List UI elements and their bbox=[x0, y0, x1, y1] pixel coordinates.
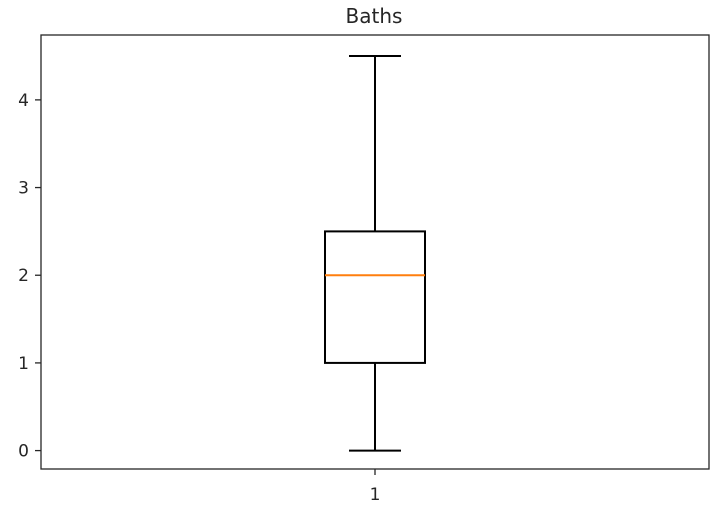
y-tick-label: 0 bbox=[18, 442, 29, 462]
x-tick-label: 1 bbox=[370, 485, 381, 505]
x-axis: 1 bbox=[370, 469, 381, 505]
y-tick-label: 4 bbox=[18, 91, 29, 111]
y-tick-label: 1 bbox=[18, 354, 29, 374]
box-series bbox=[324, 55, 426, 452]
iqr-box bbox=[324, 230, 426, 364]
y-tick-label: 2 bbox=[18, 266, 29, 286]
chart-title: Baths bbox=[346, 4, 403, 28]
y-axis: 0 1 2 3 4 bbox=[18, 91, 41, 462]
y-tick-label: 3 bbox=[18, 179, 29, 199]
